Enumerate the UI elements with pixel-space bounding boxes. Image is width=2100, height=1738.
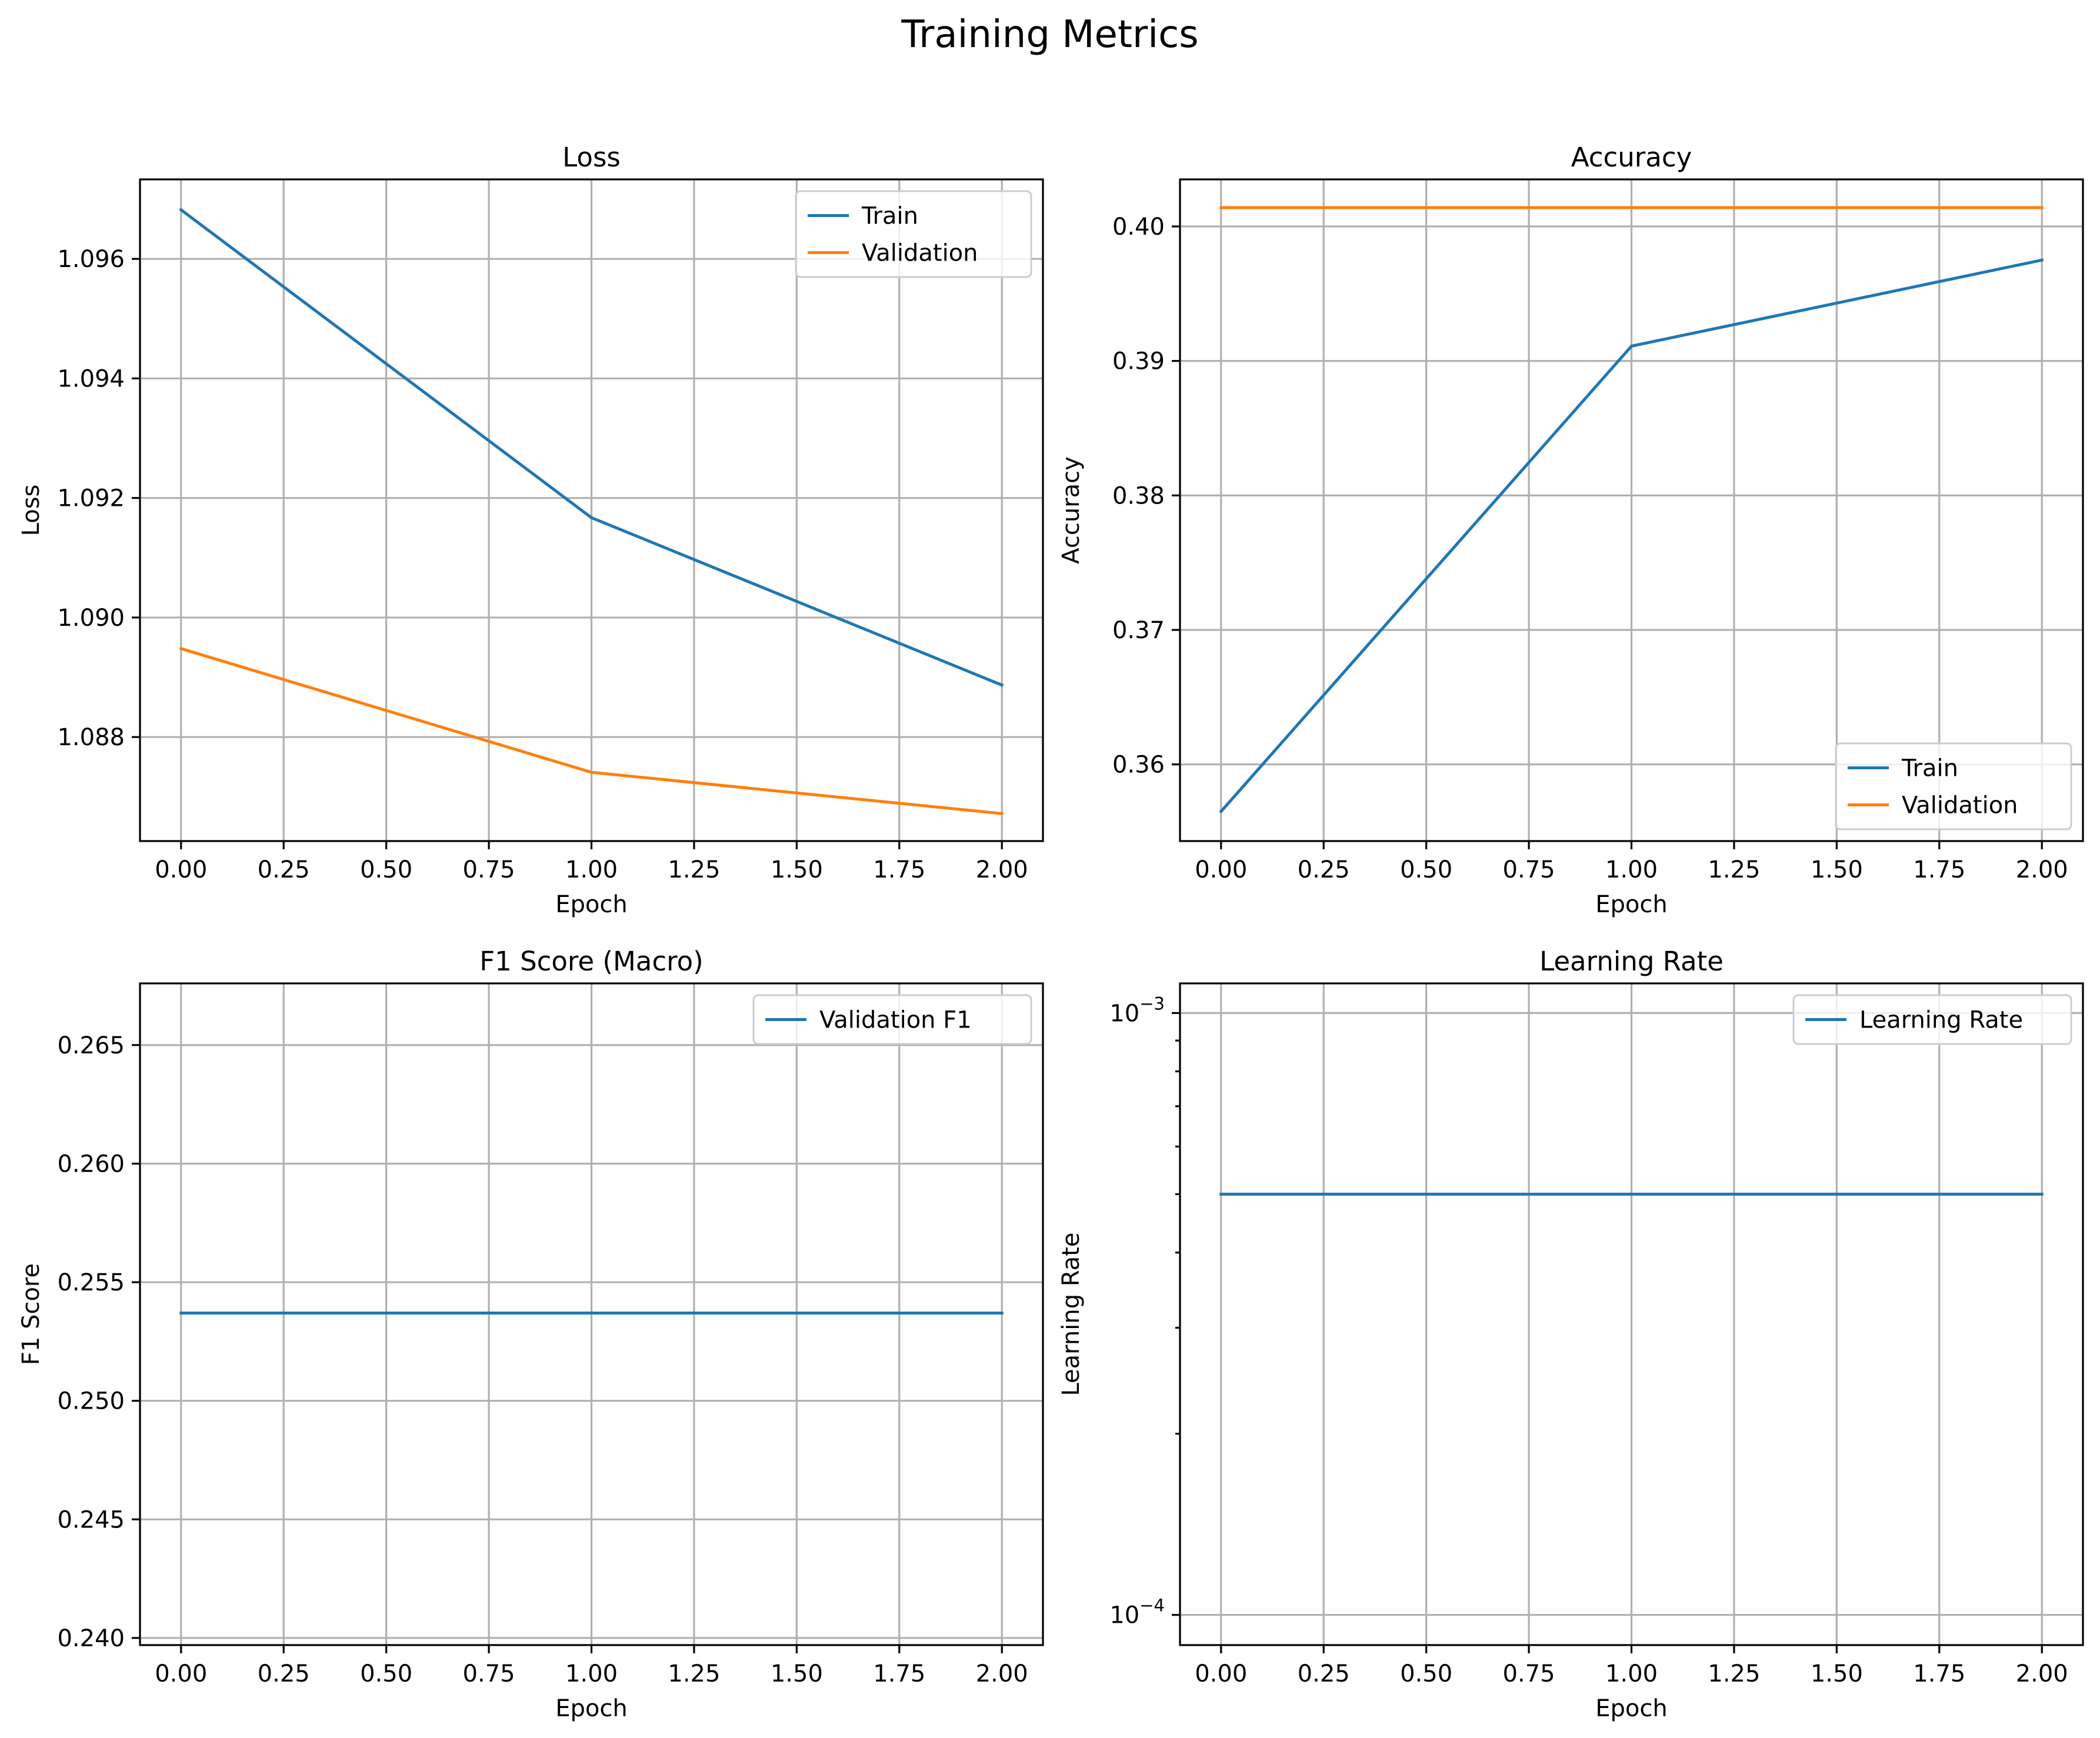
x-tick-label: 0.75 (1503, 856, 1555, 883)
y-tick-label: 1.092 (57, 485, 125, 512)
x-tick-label: 0.25 (258, 856, 310, 883)
x-tick-label: 2.00 (2016, 1660, 2068, 1687)
x-tick-label: 0.50 (1400, 856, 1452, 883)
x-tick-label: 2.00 (2016, 856, 2068, 883)
legend: Train Validation (795, 190, 1032, 278)
x-tick-label: 1.50 (1811, 856, 1863, 883)
panel-title: F1 Score (Macro) (479, 946, 703, 977)
chart-panel-lr: 0.00 0.25 0.50 0.75 1.00 1.25 1.50 1.75 2.0010−4… (1058, 946, 2084, 1722)
chart-panel-accuracy: 0.00 0.25 0.50 0.75 1.00 1.25 1.50 1.75 2.00 0.36… (1058, 142, 2084, 918)
x-tick-label: 0.25 (258, 1660, 310, 1687)
y-tick-base: 10 (1109, 1602, 1139, 1629)
legend-label: Validation (862, 240, 978, 267)
y-tick-exponent: −4 (1139, 1596, 1165, 1616)
panel-title: Accuracy (1571, 142, 1692, 173)
x-tick-label: 1.25 (1708, 856, 1760, 883)
x-tick-label: 2.00 (976, 856, 1028, 883)
y-tick-label: 0.38 (1112, 482, 1165, 509)
y-axis-label: Learning Rate (1058, 1232, 1085, 1396)
x-tick-label: 0.00 (1195, 1660, 1247, 1687)
y-tick-label: 0.245 (57, 1506, 125, 1533)
legend-label: Train (1901, 755, 1958, 782)
y-tick-label: 1.088 (57, 724, 125, 751)
y-tick-label: 10−4 (1109, 1596, 1165, 1629)
y-tick-label: 1.096 (57, 246, 125, 273)
y-tick-label: 10−3 (1109, 993, 1165, 1027)
y-tick-label: 0.265 (57, 1032, 125, 1059)
x-tick-label: 1.75 (873, 856, 925, 883)
legend-box (752, 994, 1032, 1045)
y-tick-label: 1.090 (57, 605, 125, 632)
x-tick-label: 1.50 (771, 1660, 823, 1687)
chart-panel-loss: 0.00 0.25 0.50 0.75 1.00 1.25 1.50 1.75 2.00 1.08… (18, 142, 1044, 918)
y-axis-label: Loss (18, 485, 45, 536)
x-tick-label: 1.00 (1605, 1660, 1658, 1687)
y-tick-base: 10 (1109, 1000, 1139, 1027)
x-tick-label: 1.75 (1913, 1660, 1965, 1687)
legend-box (1792, 994, 2072, 1045)
y-tick-label: 0.250 (57, 1388, 125, 1415)
x-axis-label: Epoch (1595, 1695, 1667, 1722)
legend-label: Validation F1 (819, 1007, 972, 1034)
legend-label: Learning Rate (1859, 1007, 2023, 1034)
x-tick-label: 0.50 (360, 856, 412, 883)
legend: Validation F1 (752, 994, 1032, 1045)
y-tick-label: 0.40 (1112, 214, 1165, 241)
x-tick-label: 1.75 (873, 1660, 925, 1687)
legend: Learning Rate (1792, 994, 2072, 1045)
x-tick-label: 1.00 (565, 856, 618, 883)
legend-box (795, 190, 1032, 278)
panel-title: Loss (562, 142, 621, 173)
chart-panel-f1: 0.00 0.25 0.50 0.75 1.00 1.25 1.50 1.75 2.00 0.24… (18, 946, 1044, 1722)
x-axis-label: Epoch (1595, 891, 1667, 918)
y-tick-label: 1.094 (57, 365, 125, 392)
x-tick-label: 1.50 (771, 856, 823, 883)
legend-label: Validation (1902, 792, 2018, 819)
x-tick-label: 0.00 (155, 856, 207, 883)
x-tick-label: 0.25 (1298, 856, 1350, 883)
y-tick-label: 0.37 (1112, 617, 1165, 644)
y-tick-label: 0.240 (57, 1625, 125, 1652)
x-tick-label: 1.00 (1605, 856, 1658, 883)
figure-title: Training Metrics (901, 13, 1198, 56)
y-tick-label: 0.39 (1112, 348, 1165, 375)
legend: Train Validation (1835, 742, 2072, 830)
x-tick-label: 1.50 (1811, 1660, 1863, 1687)
x-tick-label: 0.75 (463, 1660, 515, 1687)
y-axis-label: F1 Score (18, 1263, 45, 1365)
y-tick-label: 0.36 (1112, 752, 1165, 779)
x-tick-label: 0.00 (1195, 856, 1247, 883)
x-tick-label: 1.25 (1708, 1660, 1760, 1687)
x-tick-label: 1.25 (668, 1660, 720, 1687)
x-tick-label: 0.75 (1503, 1660, 1555, 1687)
y-axis-label: Accuracy (1058, 456, 1085, 564)
x-tick-label: 1.75 (1913, 856, 1965, 883)
panel-title: Learning Rate (1539, 946, 1724, 977)
x-tick-label: 0.75 (463, 856, 515, 883)
x-tick-label: 1.25 (668, 856, 720, 883)
x-tick-label: 1.00 (565, 1660, 618, 1687)
y-tick-label: 0.255 (57, 1269, 125, 1296)
legend-box (1835, 742, 2072, 830)
x-tick-label: 0.50 (1400, 1660, 1452, 1687)
x-tick-label: 0.00 (155, 1660, 207, 1687)
x-axis-label: Epoch (555, 891, 627, 918)
x-tick-label: 0.25 (1298, 1660, 1350, 1687)
y-tick-exponent: −3 (1139, 993, 1165, 1013)
x-tick-label: 0.50 (360, 1660, 412, 1687)
x-tick-label: 2.00 (976, 1660, 1028, 1687)
legend-label: Train (861, 203, 918, 230)
y-tick-label: 0.260 (57, 1150, 125, 1177)
x-axis-label: Epoch (555, 1695, 627, 1722)
